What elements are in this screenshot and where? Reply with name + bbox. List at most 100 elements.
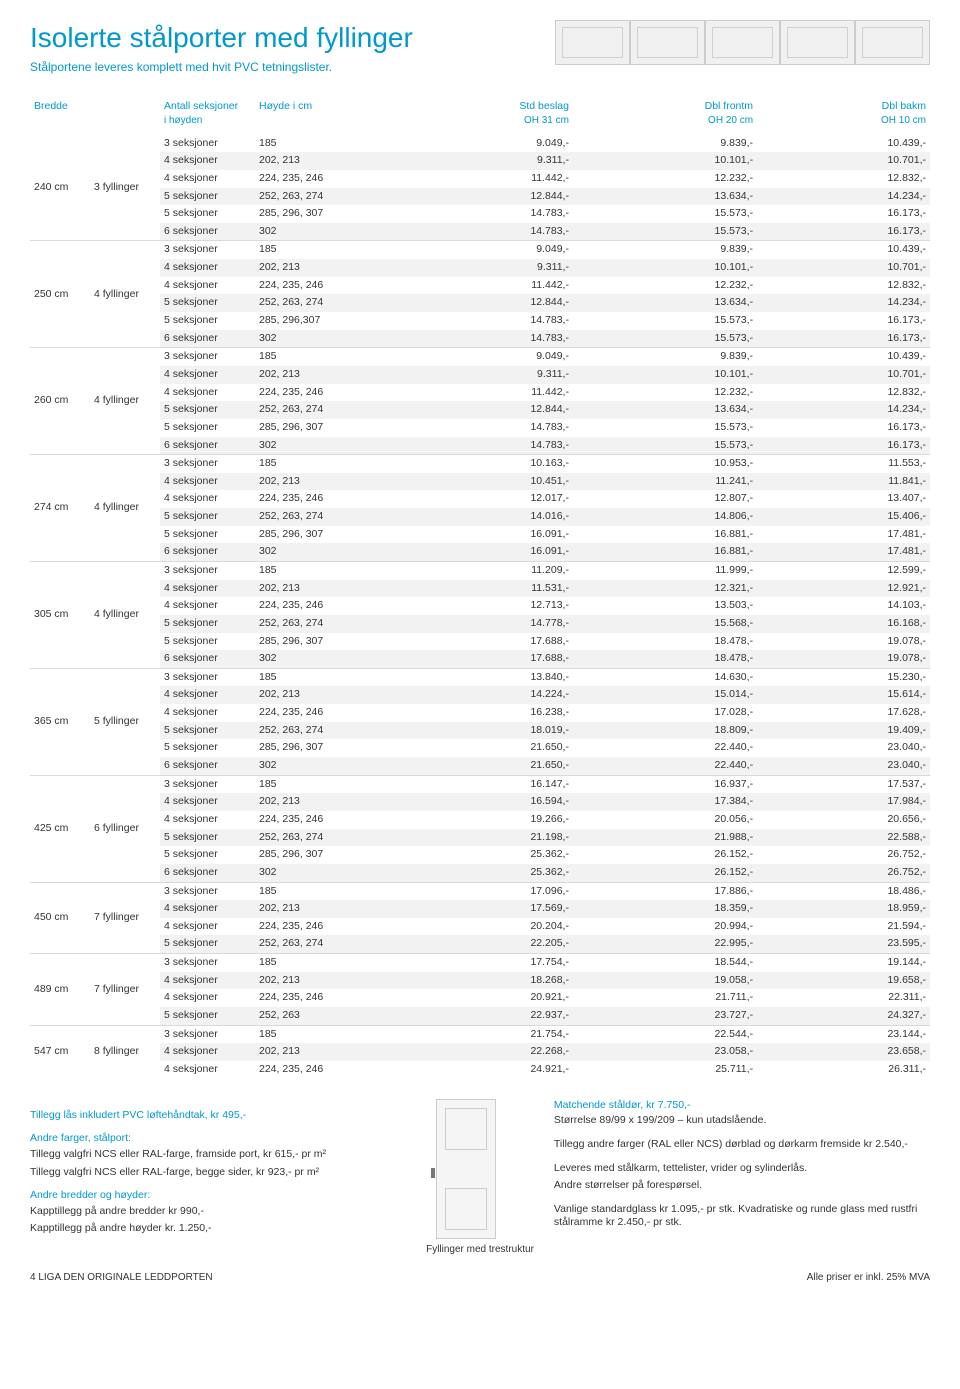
- table-row: 5 seksjoner252, 263, 27422.205,-22.995,-…: [30, 935, 930, 953]
- cell: 15.573,-: [573, 330, 757, 348]
- table-row: 4 seksjoner224, 235, 24611.442,-12.232,-…: [30, 384, 930, 402]
- cell: 15.573,-: [573, 437, 757, 455]
- cell: 15.230,-: [757, 668, 930, 686]
- cell: 16.173,-: [757, 330, 930, 348]
- cell: 16.173,-: [757, 419, 930, 437]
- cell: 5 seksjoner: [160, 1007, 255, 1025]
- cell: 24.327,-: [757, 1007, 930, 1025]
- cell: 19.058,-: [573, 972, 757, 990]
- th-hoyde: Høyde i cm: [255, 94, 385, 135]
- cell: 24.921,-: [385, 1061, 573, 1079]
- cell: 12.599,-: [757, 562, 930, 580]
- cell: 9.049,-: [385, 348, 573, 366]
- footer-right: Alle priser er inkl. 25% MVA: [807, 1271, 930, 1284]
- page-subtitle: Stålportene leveres komplett med hvit PV…: [30, 60, 535, 76]
- cell: 19.144,-: [757, 954, 930, 972]
- table-row: 5 seksjoner285, 296, 30716.091,-16.881,-…: [30, 526, 930, 544]
- cell: 17.481,-: [757, 543, 930, 561]
- table-row: 425 cm6 fyllinger3 seksjoner18516.147,-1…: [30, 775, 930, 793]
- cell: 4 seksjoner: [160, 473, 255, 491]
- cell: 185: [255, 348, 385, 366]
- cell: 11.841,-: [757, 473, 930, 491]
- cell: 17.569,-: [385, 900, 573, 918]
- table-row: 365 cm5 fyllinger3 seksjoner18513.840,-1…: [30, 668, 930, 686]
- table-row: 4 seksjoner224, 235, 24620.921,-21.711,-…: [30, 989, 930, 1007]
- lev-line: Andre størrelser på forespørsel.: [554, 1179, 930, 1193]
- table-row: 4 seksjoner202, 21310.451,-11.241,-11.84…: [30, 473, 930, 491]
- cell: 25.711,-: [573, 1061, 757, 1079]
- tillegg-las: Tillegg lås inkludert PVC løftehåndtak, …: [30, 1109, 406, 1123]
- table-header-row: Bredde Antall seksjoneri høyden Høyde i …: [30, 94, 930, 135]
- farger-head: Andre farger, stålport:: [30, 1132, 406, 1146]
- cell: 11.442,-: [385, 277, 573, 295]
- table-row: 4 seksjoner202, 21322.268,-23.058,-23.65…: [30, 1043, 930, 1061]
- cell: 252, 263, 274: [255, 615, 385, 633]
- th-bakm: Dbl bakmOH 10 cm: [757, 94, 930, 135]
- cell: 3 seksjoner: [160, 135, 255, 153]
- cell: 18.478,-: [573, 633, 757, 651]
- cell: 17.096,-: [385, 882, 573, 900]
- cell: 16.168,-: [757, 615, 930, 633]
- cell-fyll: 8 fyllinger: [90, 1025, 160, 1078]
- cell: 21.650,-: [385, 757, 573, 775]
- cell: 202, 213: [255, 793, 385, 811]
- cell: 12.844,-: [385, 401, 573, 419]
- cell: 13.634,-: [573, 188, 757, 206]
- cell: 4 seksjoner: [160, 384, 255, 402]
- cell: 9.839,-: [573, 135, 757, 153]
- cell: 5 seksjoner: [160, 419, 255, 437]
- cell: 4 seksjoner: [160, 900, 255, 918]
- cell: 285, 296, 307: [255, 419, 385, 437]
- cell: 4 seksjoner: [160, 152, 255, 170]
- table-row: 6 seksjoner30225.362,-26.152,-26.752,-: [30, 864, 930, 882]
- cell: 16.173,-: [757, 205, 930, 223]
- cell: 4 seksjoner: [160, 972, 255, 990]
- cell-fyll: 7 fyllinger: [90, 882, 160, 954]
- cell-bredde: 365 cm: [30, 668, 90, 775]
- cell: 14.234,-: [757, 188, 930, 206]
- cell: 17.481,-: [757, 526, 930, 544]
- cell: 20.994,-: [573, 918, 757, 936]
- cell: 9.049,-: [385, 135, 573, 153]
- cell-fyll: 7 fyllinger: [90, 954, 160, 1026]
- price-table: Bredde Antall seksjoneri høyden Høyde i …: [30, 94, 930, 1079]
- cell: 22.440,-: [573, 757, 757, 775]
- cell: 285, 296, 307: [255, 526, 385, 544]
- door-image-col: Fyllinger med trestruktur: [426, 1099, 534, 1256]
- cell: 302: [255, 330, 385, 348]
- cell: 14.783,-: [385, 312, 573, 330]
- cell: 12.232,-: [573, 170, 757, 188]
- table-row: 4 seksjoner224, 235, 24616.238,-17.028,-…: [30, 704, 930, 722]
- cell: 302: [255, 223, 385, 241]
- cell: 21.711,-: [573, 989, 757, 1007]
- cell: 23.040,-: [757, 757, 930, 775]
- door-panel-image: [555, 20, 930, 65]
- cell: 185: [255, 668, 385, 686]
- cell: 19.078,-: [757, 650, 930, 668]
- cell: 9.839,-: [573, 348, 757, 366]
- cell: 224, 235, 246: [255, 918, 385, 936]
- cell: 14.016,-: [385, 508, 573, 526]
- cell-bredde: 450 cm: [30, 882, 90, 954]
- table-row: 6 seksjoner30221.650,-22.440,-23.040,-: [30, 757, 930, 775]
- cell: 18.019,-: [385, 722, 573, 740]
- cell: 16.147,-: [385, 775, 573, 793]
- cell: 19.078,-: [757, 633, 930, 651]
- cell: 14.103,-: [757, 597, 930, 615]
- table-row: 5 seksjoner252, 263, 27418.019,-18.809,-…: [30, 722, 930, 740]
- cell: 252, 263, 274: [255, 935, 385, 953]
- table-row: 6 seksjoner30216.091,-16.881,-17.481,-: [30, 543, 930, 561]
- cell: 14.224,-: [385, 686, 573, 704]
- cell: 12.232,-: [573, 277, 757, 295]
- cell: 23.595,-: [757, 935, 930, 953]
- cell: 21.198,-: [385, 829, 573, 847]
- cell: 12.832,-: [757, 170, 930, 188]
- cell: 4 seksjoner: [160, 989, 255, 1007]
- cell: 4 seksjoner: [160, 811, 255, 829]
- cell: 285, 296, 307: [255, 846, 385, 864]
- cell: 11.442,-: [385, 170, 573, 188]
- th-std: Std beslagOH 31 cm: [385, 94, 573, 135]
- cell: 16.091,-: [385, 526, 573, 544]
- cell: 185: [255, 775, 385, 793]
- cell: 11.999,-: [573, 562, 757, 580]
